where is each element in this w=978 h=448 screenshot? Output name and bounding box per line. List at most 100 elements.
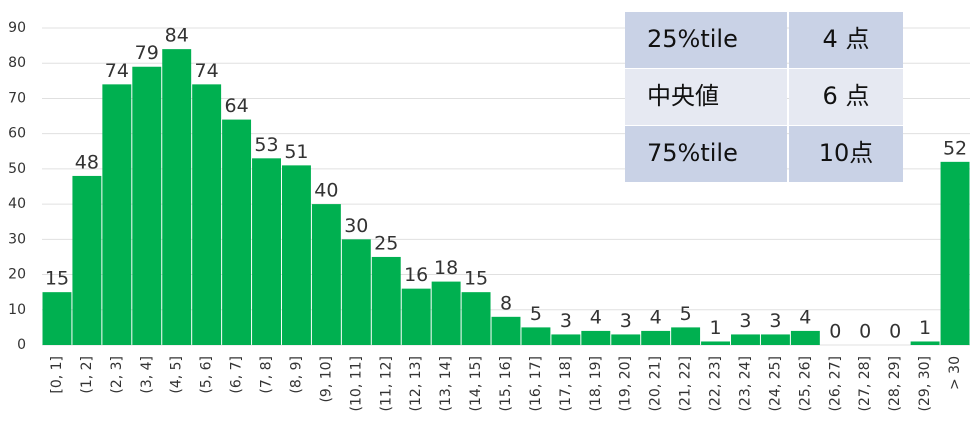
value-label: 74	[195, 60, 219, 82]
x-tick-label: (28, 29]	[887, 356, 903, 411]
table-label: 中央値	[647, 82, 719, 110]
y-tick-label: 50	[8, 161, 26, 177]
y-tick-label: 40	[8, 196, 26, 212]
bar	[281, 165, 311, 345]
bar	[521, 327, 551, 345]
value-label: 79	[135, 42, 159, 64]
table-cell	[625, 126, 787, 182]
bar	[701, 341, 731, 345]
table-label: 75%tile	[647, 139, 738, 167]
bar	[790, 330, 820, 345]
y-tick-label: 70	[8, 90, 26, 106]
value-label: 51	[284, 141, 308, 163]
bar	[731, 334, 760, 345]
value-label: 74	[105, 60, 129, 82]
value-label: 3	[739, 310, 751, 332]
bar	[311, 204, 341, 345]
x-tick-label: (6, 7]	[229, 356, 245, 394]
value-label: 1	[710, 317, 722, 339]
table-value: 4 点	[823, 25, 870, 53]
x-tick-label: (15, 16]	[498, 356, 514, 411]
value-label: 48	[75, 151, 99, 173]
bar	[341, 239, 371, 345]
value-label: 4	[799, 306, 811, 328]
x-tick-label: (13, 14]	[438, 356, 454, 411]
bar	[760, 334, 790, 345]
y-tick-label: 90	[8, 20, 26, 36]
value-label: 18	[434, 257, 458, 279]
value-label: 3	[560, 310, 572, 332]
x-tick-label: (7, 8]	[259, 356, 275, 394]
value-label: 5	[530, 303, 542, 325]
x-tick-label: (2, 3]	[109, 356, 125, 394]
bar	[401, 288, 431, 345]
x-tick-label: (25, 26]	[797, 356, 813, 411]
table-value: 10点	[819, 139, 874, 167]
value-label: 30	[344, 215, 368, 237]
x-tick-label: (22, 23]	[708, 356, 724, 411]
bar	[371, 256, 401, 345]
value-label: 15	[45, 268, 69, 290]
bar	[671, 327, 701, 345]
x-tick-label: (24, 25]	[767, 356, 783, 411]
x-tick-label: (3, 4]	[139, 356, 155, 394]
bar	[910, 341, 940, 345]
x-tick-label: (21, 22]	[678, 356, 694, 411]
table-label: 25%tile	[647, 25, 738, 53]
y-tick-label: 0	[17, 337, 26, 353]
y-tick-label: 20	[8, 267, 26, 283]
x-tick-label: (8, 9]	[288, 356, 304, 394]
value-label: 1	[919, 317, 931, 339]
x-tick-label: (14, 15]	[468, 356, 484, 411]
value-label: 16	[404, 264, 428, 286]
table-cell	[625, 69, 787, 125]
x-tick-label: (10, 11]	[348, 356, 364, 411]
y-tick-label: 80	[8, 55, 26, 71]
bar	[162, 49, 192, 346]
table-cell	[625, 12, 787, 68]
table-value: 6 点	[823, 82, 870, 110]
bar	[581, 330, 611, 345]
x-tick-label: (18, 19]	[588, 356, 604, 411]
x-tick-label: (20, 21]	[648, 356, 664, 411]
value-label: 25	[374, 232, 398, 254]
bar	[72, 175, 102, 345]
x-tick-label: (16, 17]	[528, 356, 544, 411]
bar	[551, 334, 581, 345]
value-label: 15	[464, 268, 488, 290]
bar	[42, 292, 72, 345]
value-label: 53	[254, 134, 278, 156]
table-cell	[789, 69, 903, 125]
x-tick-label: [0, 1]	[49, 356, 65, 394]
x-tick-label: (26, 27]	[827, 356, 843, 411]
value-label: 52	[943, 137, 967, 159]
bar	[252, 158, 281, 345]
value-label: 0	[889, 321, 901, 343]
table-cell	[789, 126, 903, 182]
table-cell	[789, 12, 903, 68]
bar	[641, 330, 671, 345]
bar	[431, 281, 461, 345]
value-label: 8	[500, 292, 512, 314]
x-tick-label: (4, 5]	[169, 356, 185, 394]
x-tick-label: (1, 2]	[79, 356, 95, 394]
value-label: 40	[314, 180, 338, 202]
y-tick-label: 10	[8, 302, 26, 318]
x-tick-label: > 30	[947, 356, 963, 390]
bar	[491, 316, 521, 345]
y-tick-label: 60	[8, 126, 26, 142]
x-tick-label: (29, 30]	[917, 356, 933, 411]
value-label: 4	[650, 306, 662, 328]
value-label: 64	[224, 95, 248, 117]
value-label: 4	[590, 306, 602, 328]
x-tick-label: (9, 10]	[318, 356, 334, 403]
x-tick-label: (5, 6]	[199, 356, 215, 394]
bar	[222, 119, 252, 345]
value-label: 0	[859, 321, 871, 343]
value-label: 3	[620, 310, 632, 332]
value-label: 3	[769, 310, 781, 332]
bar	[461, 292, 491, 345]
bar	[611, 334, 641, 345]
y-tick-label: 30	[8, 231, 26, 247]
